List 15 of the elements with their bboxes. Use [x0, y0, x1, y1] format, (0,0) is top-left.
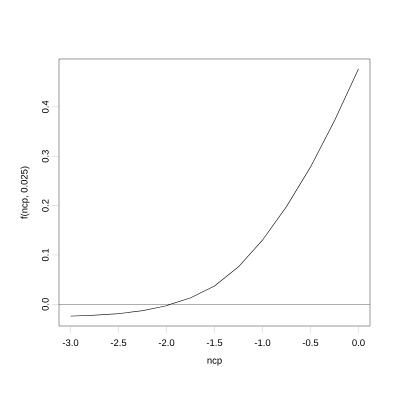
y-tick-label: 0.1	[42, 248, 49, 262]
y-tick-label: 0.2	[42, 199, 49, 212]
x-tick-label: -1.0	[254, 339, 270, 346]
x-tick-label: -2.0	[158, 339, 174, 346]
line-series	[70, 68, 359, 316]
y-tick-label: 0.0	[42, 298, 49, 310]
x-tick-label: 0.0	[352, 339, 365, 346]
x-tick-label: -1.5	[206, 339, 222, 346]
y-axis-title: f(ncp, 0.025)	[20, 166, 30, 219]
y-tick-label: 0.3	[42, 150, 49, 162]
x-tick-label: -3.0	[62, 339, 78, 346]
x-tick-label: -2.5	[110, 339, 126, 346]
x-tick-label: -0.5	[302, 339, 318, 346]
x-axis-title: ncp	[207, 358, 222, 366]
y-tick-label: 0.4	[42, 100, 49, 114]
